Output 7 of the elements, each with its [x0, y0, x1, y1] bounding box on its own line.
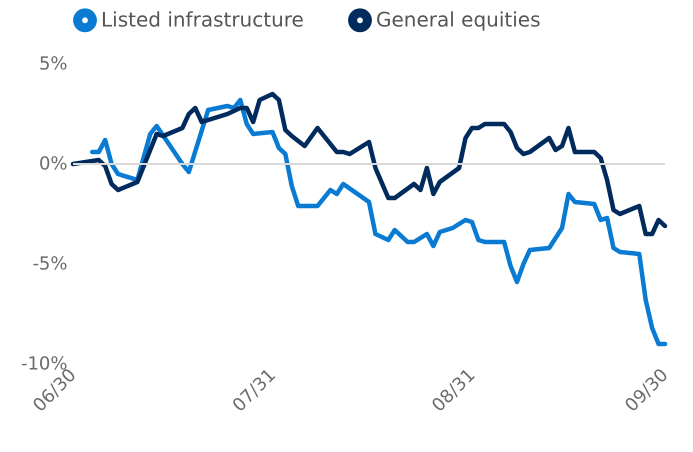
y-tick-label: -5%: [32, 254, 68, 274]
y-tick-label: 5%: [38, 54, 68, 74]
legend-label: General equities: [376, 7, 541, 32]
line-series: [70, 92, 668, 236]
line-series: [90, 98, 668, 346]
legend-label: Listed infrastructure: [101, 7, 304, 32]
y-tick-label: 0%: [38, 154, 68, 174]
